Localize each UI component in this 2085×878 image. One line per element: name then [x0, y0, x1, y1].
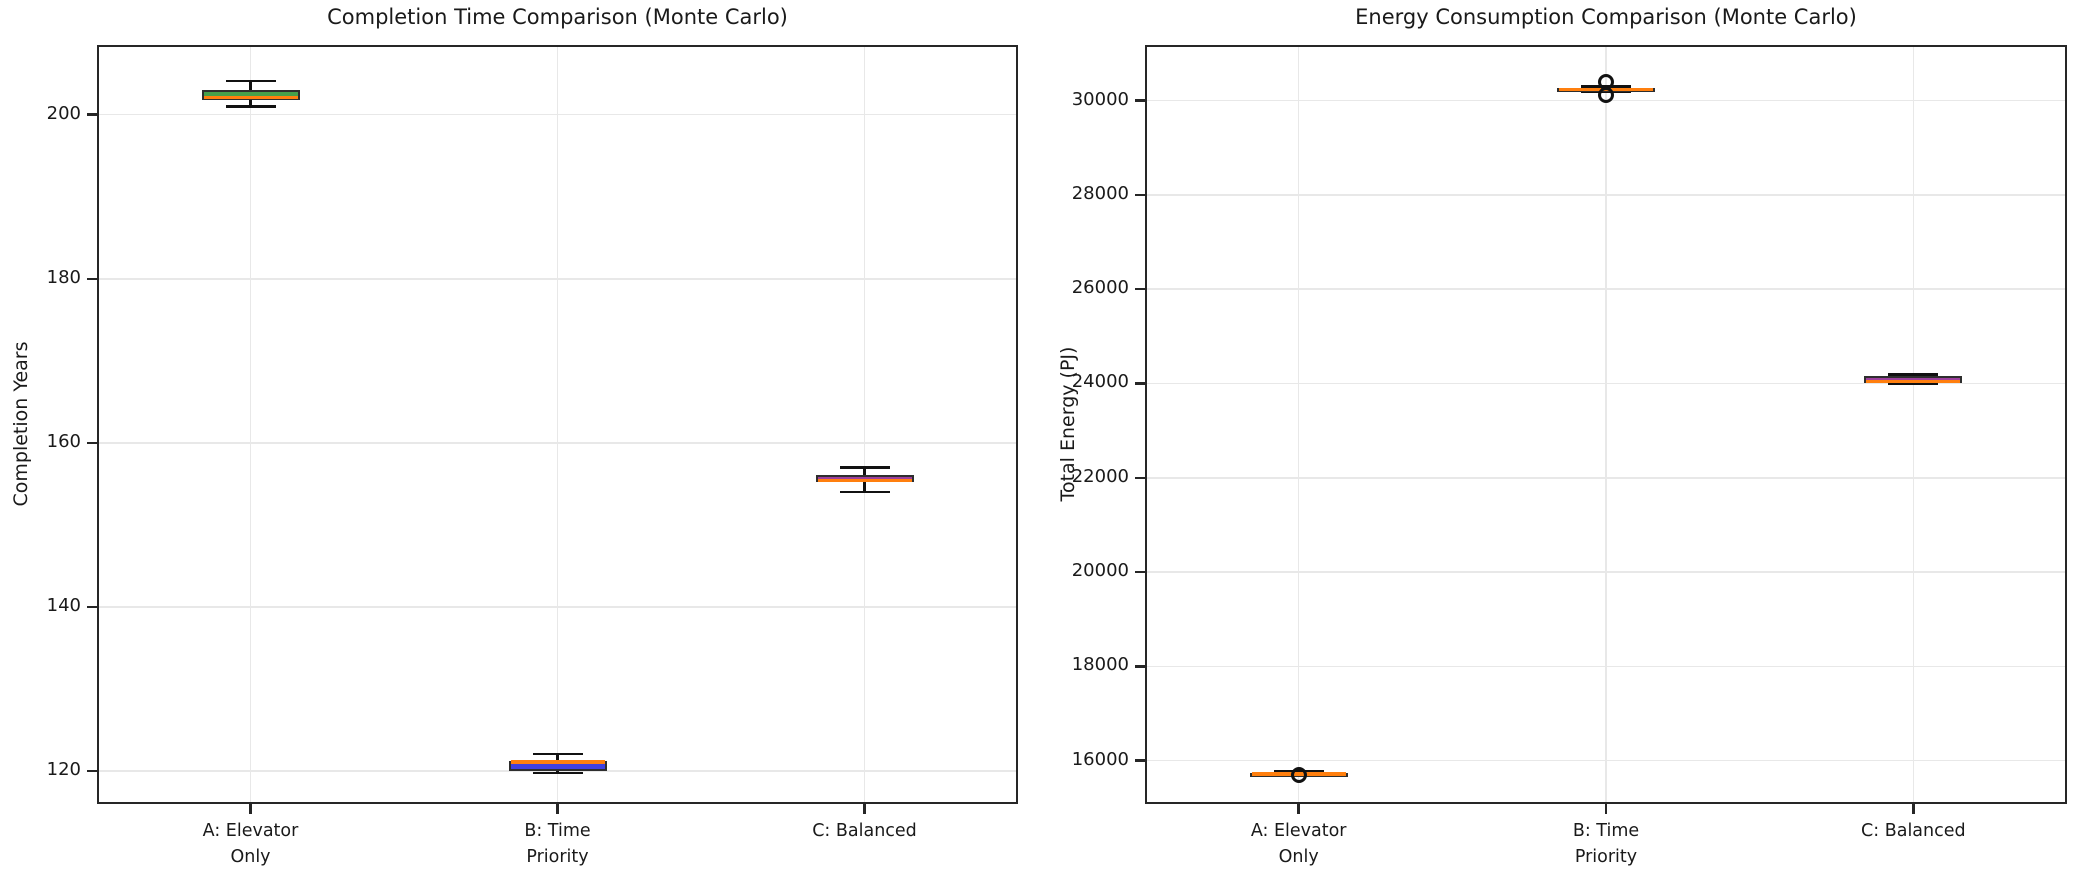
x-tick-mark: [1604, 804, 1608, 814]
x-tick-mark: [1912, 804, 1915, 814]
x-gridline: [556, 45, 559, 804]
whisker-line: [556, 753, 559, 761]
y-tick-mark: [1135, 476, 1145, 480]
whisker-cap: [839, 466, 890, 469]
whisker-cap: [225, 105, 276, 108]
y-tick-label: 28000: [1071, 182, 1129, 204]
whisker-cap: [1888, 373, 1939, 376]
chart-title-completion-time: Completion Time Comparison (Monte Carlo): [327, 5, 788, 29]
y-tick-mark: [1135, 382, 1145, 385]
y-tick-label: 26000: [1071, 277, 1129, 299]
outlier-marker: [1598, 86, 1614, 103]
y-tick-label: 24000: [1071, 371, 1129, 393]
y-tick-label: 22000: [1071, 465, 1129, 487]
whisker-cap: [839, 490, 890, 494]
whisker-line: [249, 99, 252, 107]
whisker-line: [863, 467, 866, 475]
x-tick-label: B: Time Priority: [524, 821, 591, 867]
y-tick-mark: [1135, 759, 1145, 762]
y-tick-label: 140: [46, 595, 81, 617]
median-line: [817, 478, 912, 483]
x-gridline: [1297, 45, 1300, 804]
x-gridline: [1912, 45, 1915, 804]
x-tick-mark: [863, 804, 866, 814]
x-tick-label: C: Balanced: [812, 821, 917, 841]
x-tick-label: B: Time Priority: [1572, 821, 1640, 867]
y-axis-label-total-energy: Total Energy (PJ): [1057, 346, 1079, 502]
y-tick-mark: [87, 277, 97, 281]
y-tick-mark: [87, 113, 97, 116]
x-tick-mark: [1297, 804, 1300, 814]
axes-energy-consumption: [1145, 45, 2067, 804]
y-tick-label: 120: [46, 759, 81, 781]
x-gridline: [863, 45, 866, 804]
x-tick-label: C: Balanced: [1861, 821, 1966, 841]
y-tick-mark: [1135, 193, 1145, 197]
x-tick-mark: [556, 804, 559, 814]
y-tick-mark: [1135, 570, 1145, 574]
y-axis-label-completion-years: Completion Years: [10, 341, 32, 507]
y-tick-mark: [87, 441, 97, 445]
chart-title-energy-consumption: Energy Consumption Comparison (Monte Car…: [1355, 5, 1857, 29]
outlier-marker: [1290, 766, 1307, 783]
median-line: [203, 95, 298, 100]
whisker-cap: [225, 79, 276, 83]
y-tick-label: 16000: [1071, 748, 1129, 770]
whisker-cap: [1888, 382, 1939, 386]
whisker-cap: [532, 771, 583, 775]
median-line: [1866, 379, 1961, 384]
y-tick-mark: [87, 605, 97, 609]
y-tick-label: 18000: [1071, 654, 1129, 676]
x-gridline: [249, 45, 252, 804]
y-tick-mark: [1135, 665, 1145, 668]
y-tick-label: 180: [46, 266, 81, 288]
whisker-line: [249, 81, 252, 91]
axes-completion-time: [97, 45, 1018, 804]
y-tick-label: 160: [46, 430, 81, 452]
x-tick-label: A: Elevator Only: [202, 821, 299, 867]
median-line: [510, 760, 605, 764]
y-tick-mark: [1135, 99, 1145, 102]
x-tick-mark: [249, 804, 252, 814]
y-tick-mark: [1135, 287, 1145, 291]
y-tick-label: 30000: [1071, 88, 1129, 110]
y-tick-mark: [87, 769, 97, 773]
whisker-line: [863, 482, 866, 493]
x-tick-label: A: Elevator Only: [1250, 821, 1347, 867]
y-tick-label: 20000: [1071, 560, 1129, 582]
x-gridline: [1605, 45, 1607, 804]
y-tick-label: 200: [46, 102, 81, 124]
whisker-cap: [532, 752, 583, 756]
